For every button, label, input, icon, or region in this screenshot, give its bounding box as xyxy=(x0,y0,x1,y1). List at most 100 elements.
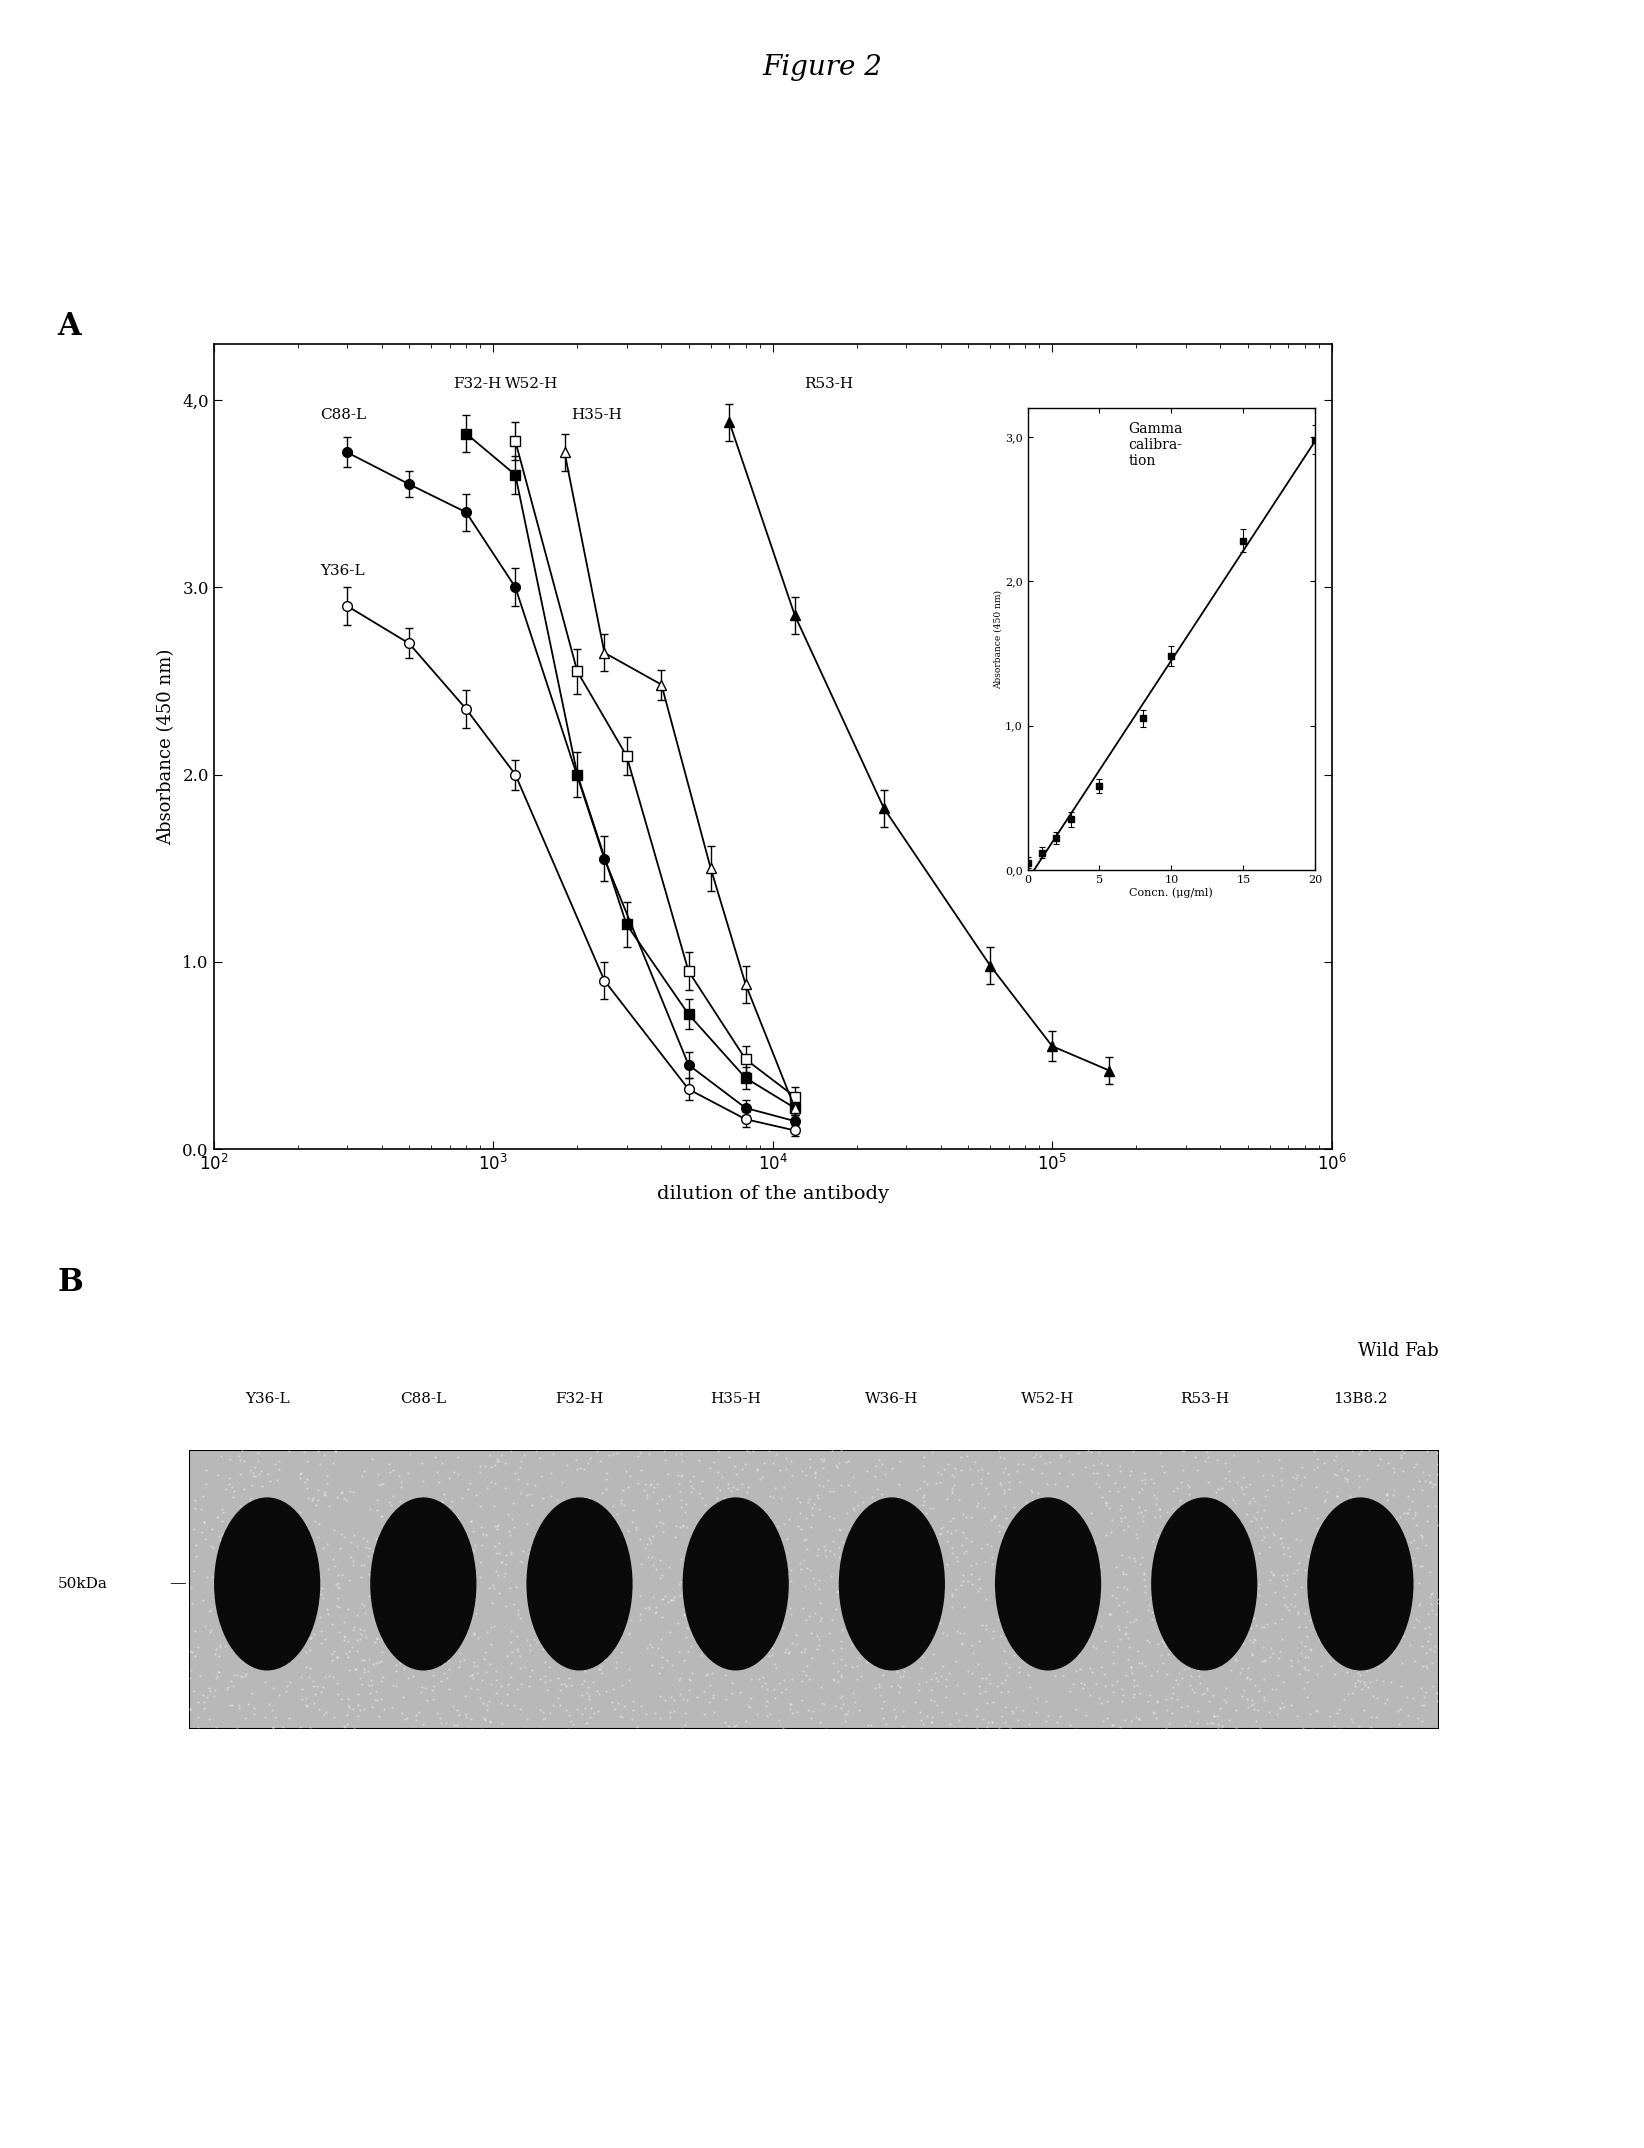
Point xyxy=(263,1572,289,1607)
Point xyxy=(409,1671,436,1706)
Point xyxy=(554,1510,580,1544)
Point xyxy=(500,1635,526,1669)
Point xyxy=(870,1544,896,1579)
Point xyxy=(355,1579,381,1613)
Point xyxy=(584,1639,610,1673)
Point xyxy=(561,1486,587,1521)
Point xyxy=(1259,1458,1286,1493)
Point xyxy=(418,1585,444,1620)
Point xyxy=(1338,1568,1365,1602)
Point xyxy=(1190,1620,1217,1654)
Point xyxy=(669,1491,695,1525)
Point xyxy=(738,1663,764,1697)
Point xyxy=(1254,1607,1281,1641)
Point xyxy=(937,1504,963,1538)
Point xyxy=(1067,1667,1093,1701)
Point xyxy=(774,1521,801,1555)
Point xyxy=(436,1671,462,1706)
Point xyxy=(386,1600,413,1635)
Point xyxy=(771,1710,797,1744)
Point xyxy=(1141,1499,1167,1534)
Point xyxy=(1177,1703,1203,1738)
Text: H35-H: H35-H xyxy=(710,1392,761,1407)
Point xyxy=(270,1519,296,1553)
Point xyxy=(457,1658,483,1693)
Point xyxy=(689,1463,715,1497)
Point xyxy=(1197,1684,1223,1718)
Point xyxy=(1407,1519,1434,1553)
Point xyxy=(990,1454,1016,1489)
Point xyxy=(1167,1465,1194,1499)
Point xyxy=(589,1650,615,1684)
Point xyxy=(470,1641,496,1675)
Point xyxy=(1286,1658,1312,1693)
Point xyxy=(1042,1658,1069,1693)
Point xyxy=(562,1443,589,1478)
Point xyxy=(715,1568,741,1602)
Point xyxy=(1179,1658,1205,1693)
Point xyxy=(741,1577,768,1611)
Point xyxy=(820,1501,847,1536)
Point xyxy=(842,1540,868,1574)
Point xyxy=(1294,1620,1320,1654)
Point xyxy=(787,1495,814,1529)
Point xyxy=(761,1596,787,1630)
Point xyxy=(886,1583,912,1617)
Point xyxy=(766,1452,792,1486)
Point xyxy=(834,1446,860,1480)
Point xyxy=(763,1650,789,1684)
Point xyxy=(799,1695,825,1729)
Point xyxy=(858,1562,884,1596)
Point xyxy=(1415,1611,1442,1645)
Point xyxy=(298,1620,324,1654)
Point xyxy=(490,1544,516,1579)
Point xyxy=(413,1581,439,1615)
Point xyxy=(1383,1579,1409,1613)
Point xyxy=(737,1688,763,1723)
Point xyxy=(1361,1508,1388,1542)
Point xyxy=(250,1523,276,1557)
Point xyxy=(347,1622,373,1656)
Point xyxy=(544,1562,570,1596)
Point xyxy=(1064,1615,1090,1650)
Point xyxy=(340,1547,367,1581)
Point xyxy=(260,1536,286,1570)
Point xyxy=(237,1452,263,1486)
Point xyxy=(1264,1658,1291,1693)
Point xyxy=(388,1572,414,1607)
Point xyxy=(544,1682,570,1716)
Point xyxy=(939,1458,965,1493)
Point xyxy=(1212,1671,1238,1706)
Point xyxy=(505,1592,531,1626)
Point xyxy=(314,1596,340,1630)
Point xyxy=(1213,1609,1240,1643)
Point xyxy=(454,1547,480,1581)
Point xyxy=(837,1594,863,1628)
Point xyxy=(1131,1456,1157,1491)
Point xyxy=(1269,1529,1295,1564)
Point xyxy=(1299,1632,1325,1667)
Point xyxy=(344,1598,370,1632)
Point xyxy=(896,1521,922,1555)
Point xyxy=(1330,1598,1356,1632)
Point xyxy=(776,1501,802,1536)
Point xyxy=(988,1467,1014,1501)
Point xyxy=(1134,1594,1161,1628)
Point xyxy=(832,1703,858,1738)
Point xyxy=(847,1658,873,1693)
Point xyxy=(1210,1514,1236,1549)
Point xyxy=(939,1590,965,1624)
Point xyxy=(446,1439,472,1474)
Point xyxy=(1297,1544,1323,1579)
Point xyxy=(296,1660,322,1695)
Point xyxy=(973,1613,1000,1648)
Point xyxy=(962,1446,988,1480)
Point xyxy=(1203,1699,1230,1733)
Point xyxy=(909,1641,935,1675)
Point xyxy=(958,1557,985,1592)
Point xyxy=(919,1536,945,1570)
Point xyxy=(1208,1529,1235,1564)
Point xyxy=(1333,1489,1360,1523)
Point xyxy=(789,1665,815,1699)
Point xyxy=(819,1632,845,1667)
